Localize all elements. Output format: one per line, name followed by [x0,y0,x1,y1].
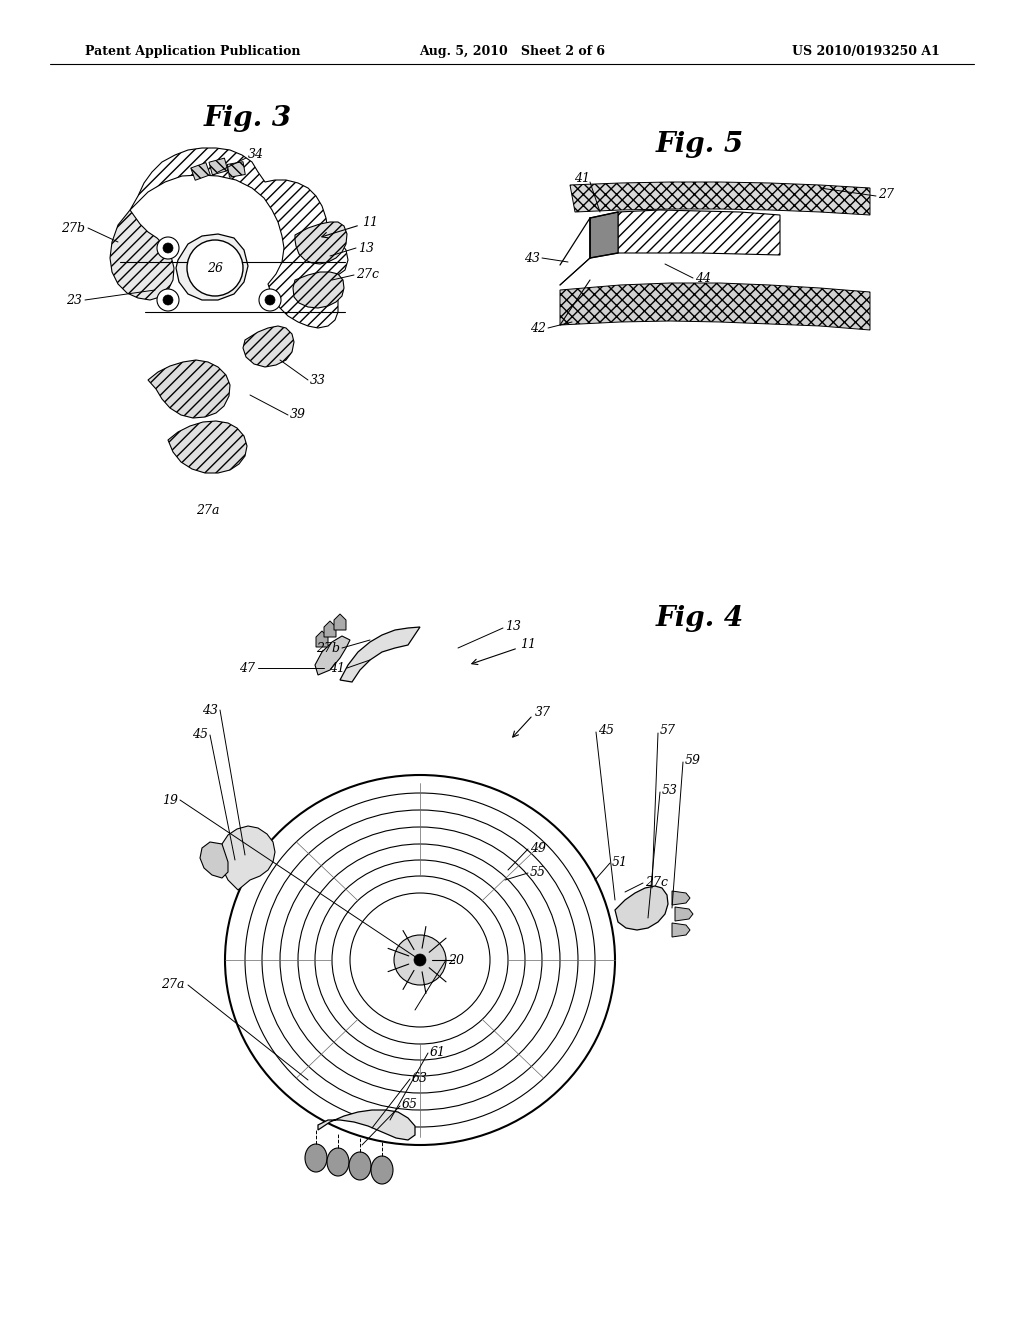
Text: 37: 37 [535,705,551,718]
Text: 61: 61 [430,1045,446,1059]
Text: 27a: 27a [197,503,220,516]
Ellipse shape [305,1144,327,1172]
Text: 59: 59 [685,754,701,767]
Circle shape [265,294,275,305]
Text: 33: 33 [310,374,326,387]
Polygon shape [168,421,247,473]
Text: 13: 13 [358,242,374,255]
Circle shape [157,289,179,312]
Text: Fig. 4: Fig. 4 [656,605,744,631]
Ellipse shape [349,1152,371,1180]
Polygon shape [315,636,350,675]
Text: 13: 13 [505,619,521,632]
Ellipse shape [327,1148,349,1176]
Circle shape [163,294,173,305]
Polygon shape [675,907,693,921]
Polygon shape [110,210,174,300]
Circle shape [157,238,179,259]
Text: Fig. 5: Fig. 5 [656,132,744,158]
Polygon shape [324,620,336,638]
Text: 47: 47 [239,661,255,675]
Polygon shape [334,614,346,630]
Text: 51: 51 [612,855,628,869]
Text: 23: 23 [66,293,82,306]
Polygon shape [672,891,690,906]
Polygon shape [340,627,420,682]
Polygon shape [243,326,294,367]
Polygon shape [295,222,347,264]
Polygon shape [318,1110,415,1140]
Text: 27: 27 [878,189,894,202]
Text: 27b: 27b [316,642,340,655]
Text: 65: 65 [402,1098,418,1111]
Circle shape [187,240,243,296]
Text: 39: 39 [290,408,306,421]
Polygon shape [220,826,275,890]
Polygon shape [672,923,690,937]
Text: 27c: 27c [645,875,668,888]
Text: 43: 43 [202,704,218,717]
Text: Fig. 3: Fig. 3 [204,104,292,132]
Polygon shape [209,158,227,174]
Text: 43: 43 [524,252,540,264]
Text: 11: 11 [362,215,378,228]
Polygon shape [200,842,228,878]
Text: 42: 42 [530,322,546,334]
Circle shape [163,243,173,253]
Polygon shape [618,210,780,255]
Polygon shape [615,886,668,931]
Polygon shape [293,272,344,308]
Text: Patent Application Publication: Patent Application Publication [85,45,300,58]
Text: 41: 41 [574,172,590,185]
Text: 55: 55 [530,866,546,879]
Text: 27b: 27b [61,222,85,235]
Text: Aug. 5, 2010   Sheet 2 of 6: Aug. 5, 2010 Sheet 2 of 6 [419,45,605,58]
Ellipse shape [371,1156,393,1184]
Polygon shape [590,213,618,257]
Text: 11: 11 [520,639,536,652]
Polygon shape [227,161,246,177]
Ellipse shape [394,935,446,985]
Polygon shape [570,182,870,215]
Text: 49: 49 [530,842,546,854]
Polygon shape [148,360,230,418]
Text: 44: 44 [695,272,711,285]
Text: 45: 45 [193,729,208,742]
Text: US 2010/0193250 A1: US 2010/0193250 A1 [793,45,940,58]
Text: 45: 45 [598,723,614,737]
Text: 26: 26 [207,261,223,275]
Polygon shape [176,234,248,300]
Polygon shape [560,282,870,330]
Text: 63: 63 [412,1072,428,1085]
Text: 41: 41 [329,661,345,675]
Polygon shape [190,162,210,181]
Circle shape [414,954,426,966]
Text: 27a: 27a [162,978,185,991]
Text: 53: 53 [662,784,678,796]
Text: 27c: 27c [356,268,379,281]
Text: 19: 19 [162,793,178,807]
Polygon shape [130,148,348,327]
Text: 57: 57 [660,723,676,737]
Polygon shape [316,631,328,647]
Text: 34: 34 [248,149,264,161]
Text: 20: 20 [449,953,464,966]
Circle shape [259,289,281,312]
